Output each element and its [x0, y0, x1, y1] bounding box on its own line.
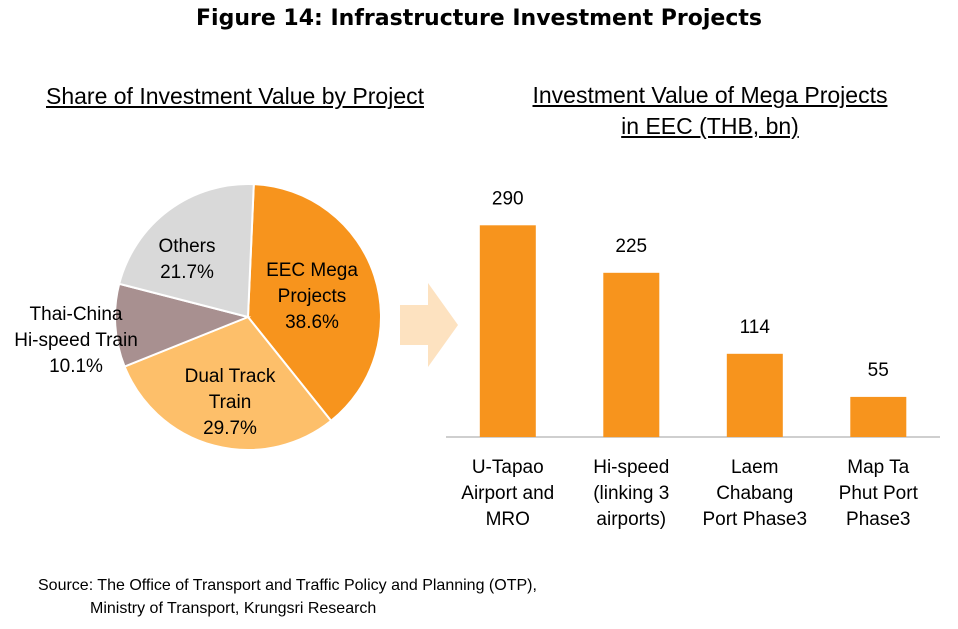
pie-label-dual-track-train: Dual Track Train 29.7% — [185, 366, 276, 439]
bar-chart-title: Investment Value of Mega Projects in EEC… — [480, 80, 940, 142]
bar-category-label-1: U-Tapao Airport and MRO — [461, 457, 554, 530]
bar-category-label-3: Laem Chabang Port Phase3 — [702, 457, 807, 530]
source-note: Source: The Office of Transport and Traf… — [38, 574, 537, 620]
pie-chart-title: Share of Investment Value by Project — [46, 83, 424, 109]
source-line2: Ministry of Transport, Krungsri Research — [90, 600, 377, 617]
bar-value-label-2: 225 — [615, 236, 647, 257]
pie-label-thai-china-hi-speed-train: Thai-China Hi-speed Train 10.1% — [14, 304, 138, 377]
arrow-icon — [400, 283, 458, 367]
pie-chart: EEC Mega Projects 38.6% Dual Track Train 29.7… — [14, 183, 382, 451]
bar-1 — [479, 225, 536, 437]
bar-chart-title-line1: Investment Value of Mega Projects — [532, 82, 888, 108]
bar-value-label-3: 114 — [740, 317, 771, 338]
source-line1: Source: The Office of Transport and Traf… — [38, 577, 537, 594]
bar-3 — [726, 353, 783, 437]
pie-label-others: Others 21.7% — [158, 236, 215, 283]
pie-slice-thai-china-hi-speed-train — [114, 282, 252, 368]
figure-title: Figure 14: Infrastructure Investment Pro… — [196, 6, 762, 31]
bar-value-label-1: 290 — [492, 188, 524, 209]
bar-value-label-4: 55 — [868, 360, 889, 381]
bar-category-label-2: Hi-speed (linking 3 airports) — [593, 457, 669, 530]
bar-chart-title-line2: in EEC (THB, bn) — [621, 113, 799, 139]
bar-category-label-4: Map Ta Phut Port Phase3 — [839, 457, 919, 530]
pie-slice-others — [117, 183, 255, 319]
pie-slice-dual-track-train — [123, 315, 333, 451]
bar-2 — [603, 272, 660, 438]
bar-chart: 290 U-Tapao Airport and MRO 225 Hi-speed (link… — [446, 188, 940, 530]
pie-label-eec-mega-projects: EEC Mega Projects 38.6% — [266, 260, 358, 333]
pie-slice-eec-mega-projects — [246, 183, 382, 423]
bar-4 — [850, 396, 907, 437]
